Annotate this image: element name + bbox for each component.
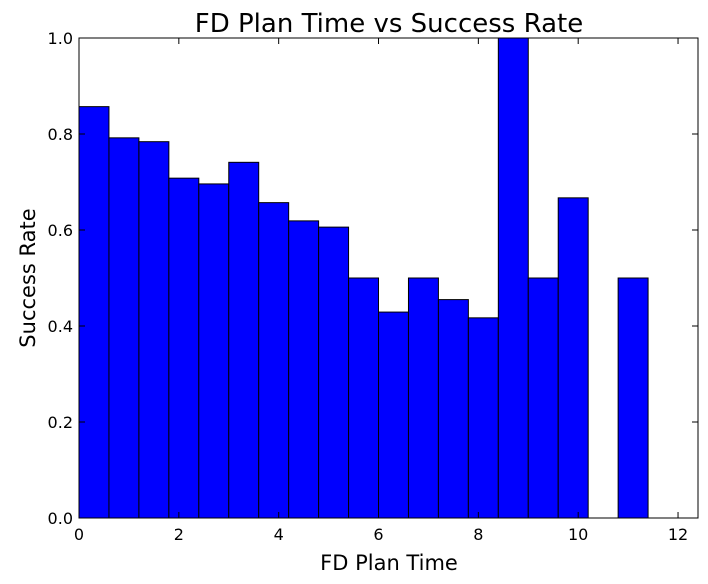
bar-series: [78, 37, 649, 519]
bar-9: [348, 277, 380, 519]
y-tick-label: 0.4: [48, 317, 73, 336]
chart-title: FD Plan Time vs Success Rate: [195, 9, 583, 39]
bar-1: [108, 137, 140, 519]
x-tick-label: 10: [568, 525, 588, 544]
bar-8: [318, 226, 350, 519]
x-tick-label: 2: [174, 525, 184, 544]
bar-15: [527, 277, 559, 519]
bar-13: [467, 317, 499, 519]
y-tick-label: 0.8: [48, 125, 73, 144]
x-tick-label: 8: [473, 525, 483, 544]
bar-17: [617, 277, 649, 519]
bar-10: [378, 311, 409, 519]
bar-7: [288, 220, 320, 519]
bar-4: [198, 183, 230, 519]
bar-3: [168, 177, 200, 519]
y-tick-label: 1.0: [48, 29, 73, 48]
x-tick-label: 12: [668, 525, 688, 544]
y-axis-label: Success Rate: [16, 208, 40, 347]
y-tick-label: 0.6: [48, 221, 73, 240]
bar-2: [138, 141, 170, 519]
bar-14: [497, 37, 529, 519]
plot-frame: [78, 37, 699, 519]
x-tick-label: 4: [274, 525, 284, 544]
y-tick-label: 0.2: [48, 413, 73, 432]
x-tick-label: 0: [74, 525, 84, 544]
x-tick-label: 6: [373, 525, 383, 544]
tick-labels: 0 2 4 6 8 10 12 0.0 0.2 0.4 0.6 0.8 1.0: [48, 29, 689, 544]
bar-12: [437, 299, 469, 519]
bar-6: [258, 202, 290, 519]
bar-5: [228, 161, 260, 519]
bar-0: [78, 106, 110, 519]
bar-11: [407, 277, 439, 519]
bar-16: [557, 197, 589, 519]
y-tick-label: 0.0: [48, 509, 73, 528]
x-axis-label: FD Plan Time: [320, 551, 458, 575]
